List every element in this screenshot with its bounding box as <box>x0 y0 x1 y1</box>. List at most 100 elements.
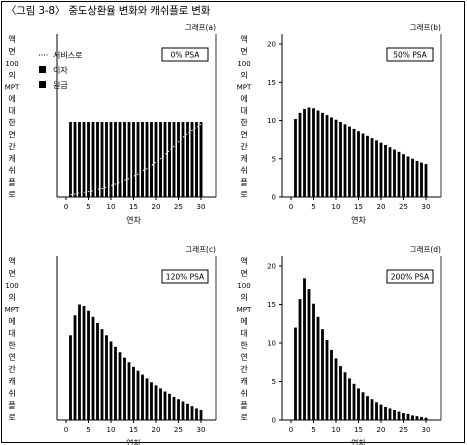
bar-interest <box>127 122 131 197</box>
y-label-char: 에 <box>8 317 15 326</box>
bar-principal <box>114 183 117 197</box>
bar <box>298 299 302 420</box>
y-label-char: 로 <box>8 190 15 199</box>
bar <box>87 310 90 420</box>
bar-interest <box>145 122 149 197</box>
y-label-char: 액 <box>8 34 15 44</box>
legend-label-servicing: 서비스로 <box>53 51 82 60</box>
bar <box>127 362 131 420</box>
bar <box>357 131 360 197</box>
bar <box>361 133 365 197</box>
bar <box>343 124 347 197</box>
bar-principal <box>109 185 113 197</box>
y-label-char: 플 <box>240 401 247 410</box>
y-label-char: 로 <box>240 413 247 422</box>
bar <box>325 115 329 197</box>
bar-interest <box>73 122 77 197</box>
bar <box>348 126 351 197</box>
bar <box>411 415 414 420</box>
bar <box>339 366 342 420</box>
bar-principal <box>123 180 126 197</box>
y-label-char: 간 <box>240 141 248 151</box>
x-tick-label: 15 <box>354 426 363 434</box>
bar <box>388 147 392 197</box>
bar <box>411 158 414 197</box>
bar <box>321 329 324 420</box>
figure-title: 〈그림 3-8〉 중도상환율 변화와 캐쉬플로 변화 <box>6 5 211 17</box>
bar <box>132 366 135 420</box>
y-label-char: 쉬 <box>240 389 247 398</box>
y-label-char: 연 <box>8 353 15 362</box>
x-tick-label: 25 <box>399 203 408 211</box>
x-tick-label: 5 <box>311 203 315 211</box>
bar-principal <box>73 193 77 197</box>
bar <box>316 110 320 197</box>
y-tick-label: 10 <box>267 340 276 348</box>
bar-interest <box>87 122 90 197</box>
y-label-char: 면 <box>240 46 247 56</box>
x-label: 연차 <box>351 439 366 445</box>
x-tick-label: 0 <box>64 203 68 211</box>
bar-principal <box>150 165 153 197</box>
y-label-char: 액 <box>240 34 247 44</box>
x-tick-label: 30 <box>422 426 431 434</box>
bar <box>312 108 315 197</box>
bar <box>375 140 378 197</box>
x-tick-label: 0 <box>64 426 68 434</box>
chart-panel-c: 0 5 10 15 20 25 30 그래프(c) 120% PSA 액면 100 의 MPT 에대한연간… <box>5 245 217 445</box>
y-label-char: 간 <box>240 364 248 374</box>
bar <box>199 409 203 420</box>
x-tick-label: 10 <box>332 426 341 434</box>
bar <box>397 411 401 420</box>
y-label-char: 100 <box>5 282 18 290</box>
y-tick-label: 20 <box>267 263 276 271</box>
principal-dotted-line <box>70 123 202 196</box>
bar <box>402 154 405 197</box>
panel-label: 그래프(a) <box>185 23 216 32</box>
bar <box>388 408 392 420</box>
y-label-char: MPT <box>5 306 20 314</box>
x-tick-label: 20 <box>152 426 161 434</box>
psa-label: 120% PSA <box>166 273 205 282</box>
bar-principal <box>105 187 108 197</box>
y-label-char: MPT <box>5 84 20 92</box>
bar <box>334 119 338 197</box>
bar <box>325 339 329 420</box>
bar <box>303 109 306 197</box>
bar <box>406 156 410 197</box>
y-label-char: MPT <box>237 84 252 92</box>
panel-label: 그래프(b) <box>410 23 441 32</box>
bar <box>136 370 140 420</box>
y-label-char: 쉬 <box>8 389 15 398</box>
bar <box>190 406 194 420</box>
x-tick-label: 25 <box>174 203 183 211</box>
bar <box>352 383 356 420</box>
bar-principal <box>154 161 158 197</box>
chart-panel-d: 0 5 10 15 20 25 30 0 5 10 15 20 그래프(d) 200% PSA 액면 100 의… <box>237 245 442 445</box>
y-label-char: 면 <box>8 46 15 56</box>
bar-interest <box>100 122 104 197</box>
chart-panel-b: 0 5 10 15 20 25 30 0 5 10 15 20 그래프(b) 50% PSA 액면 100 의M… <box>237 23 442 225</box>
bar <box>402 413 405 420</box>
bar-principal <box>132 176 135 197</box>
psa-label-box <box>386 269 434 284</box>
bar-interest <box>154 122 158 197</box>
psa-label: 200% PSA <box>391 273 430 282</box>
y-label-char: 로 <box>240 190 247 199</box>
legend-marker-principal <box>39 81 46 88</box>
x-tick-label: 20 <box>152 203 161 211</box>
x-tick-label: 30 <box>422 203 431 211</box>
x-label: 연차 <box>126 216 141 225</box>
y-label-char: 100 <box>237 282 250 290</box>
y-label-char: 에 <box>8 95 15 104</box>
y-tick-label: 5 <box>272 155 276 163</box>
bar <box>339 122 342 197</box>
bar <box>172 396 176 420</box>
bar <box>168 393 171 420</box>
bar <box>294 118 297 197</box>
bar <box>141 374 144 420</box>
x-tick-label: 15 <box>354 203 363 211</box>
bar-interest <box>82 122 86 197</box>
legend-label-interest: 이자 <box>53 65 68 75</box>
bar <box>420 416 423 420</box>
